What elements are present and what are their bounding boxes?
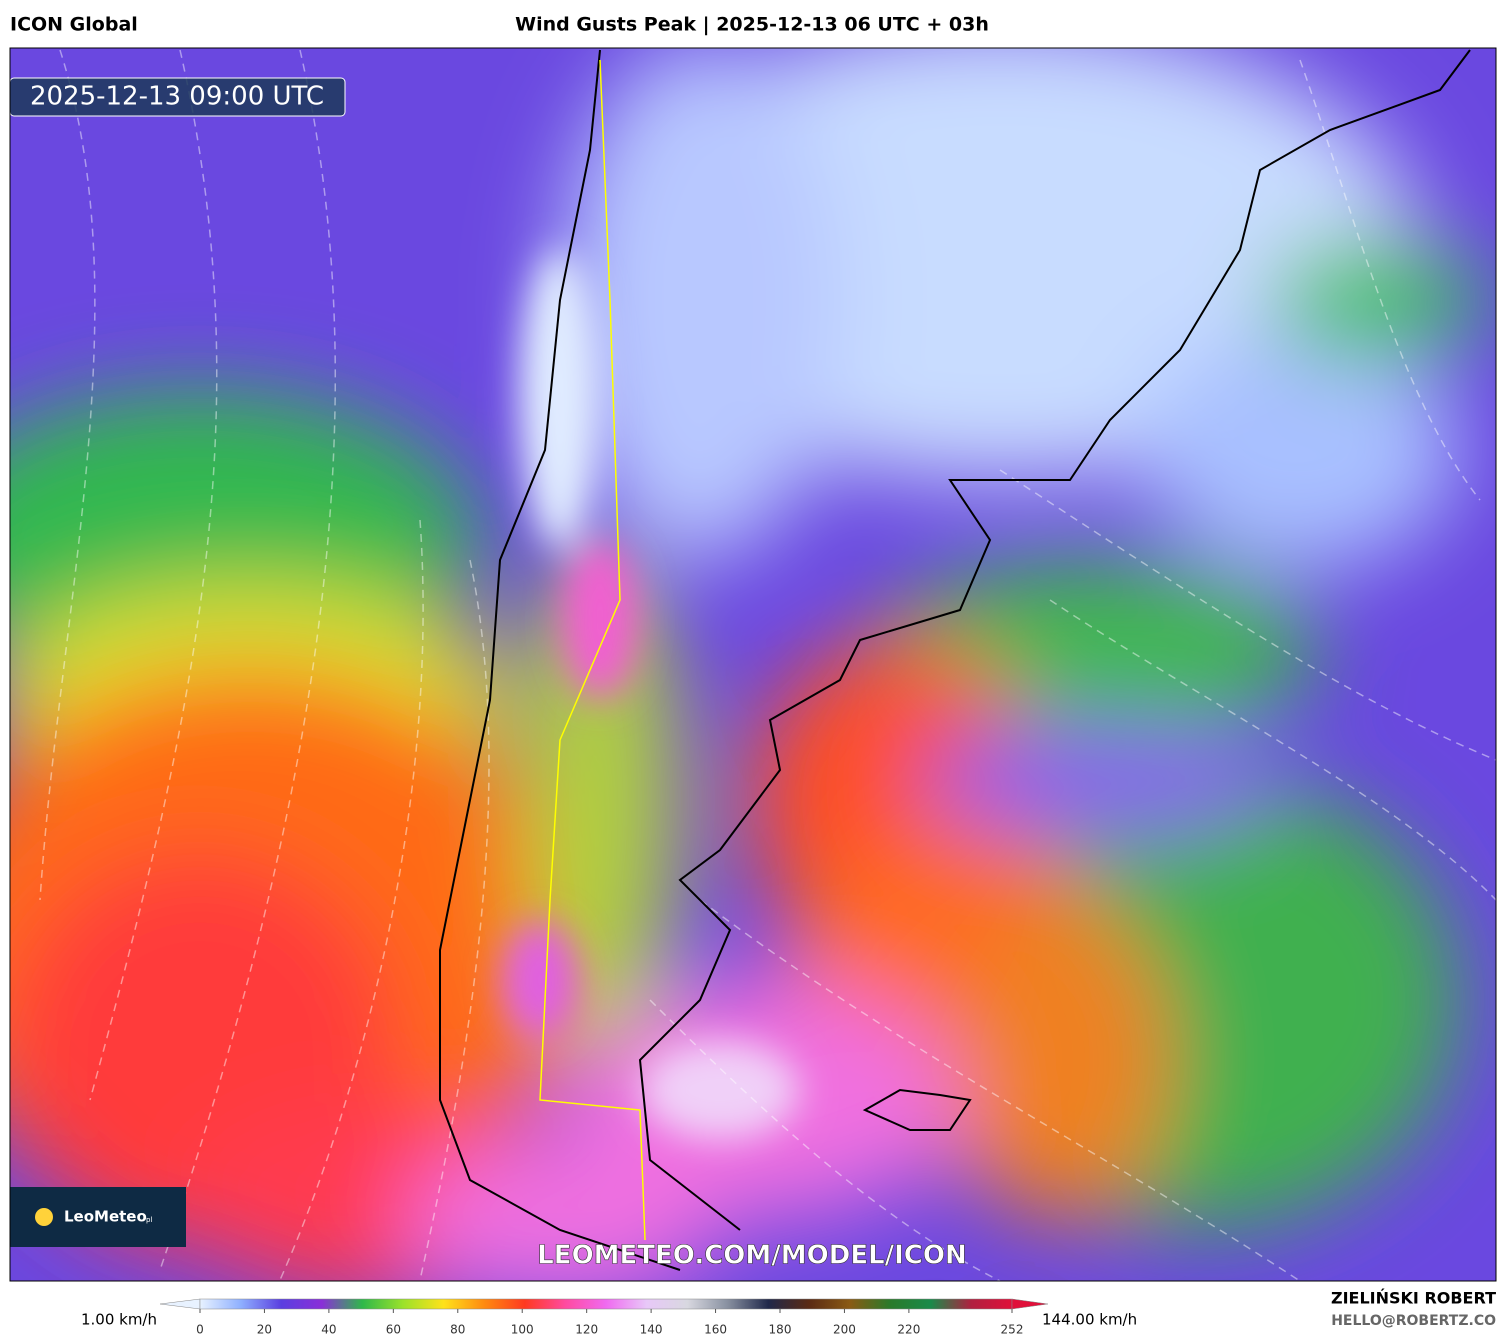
author: ZIELIŃSKI ROBERT xyxy=(1331,1289,1496,1308)
logo-suffix: pl xyxy=(146,1216,152,1224)
falklands xyxy=(862,1088,972,1131)
border xyxy=(539,59,646,1241)
colorbar-over-arrow xyxy=(1011,1298,1049,1310)
colorbar-tick-label: 100 xyxy=(511,1323,534,1337)
logo-text: LeoMeteo xyxy=(64,1208,147,1226)
valid-time: 2025-12-13 09:00 UTC xyxy=(30,82,324,112)
wind-field-detail xyxy=(500,250,800,1140)
colorbar-under-arrow xyxy=(159,1298,201,1310)
isobars xyxy=(39,49,1496,1281)
colorbar-tick-label: 160 xyxy=(704,1323,727,1337)
colorbar-tick-label: 60 xyxy=(386,1323,401,1337)
colorbar-tick-label: 120 xyxy=(575,1323,598,1337)
colorbar-fill xyxy=(199,1298,1013,1310)
contact: HELLO@ROBERTZ.CO xyxy=(1331,1313,1496,1329)
wind-field xyxy=(10,48,1490,1281)
colorbar-tick-label: 220 xyxy=(897,1323,920,1337)
colorbar-tick-label: 0 xyxy=(196,1323,204,1337)
colorbar-tick-label: 200 xyxy=(833,1323,856,1337)
map-title: Wind Gusts Peak | 2025-12-13 06 UTC + 03… xyxy=(515,14,989,36)
colorbar-tick-label: 80 xyxy=(450,1323,465,1337)
time-box xyxy=(10,77,346,117)
colorbar-tick-label: 40 xyxy=(321,1323,336,1337)
model-name: ICON Global xyxy=(10,14,138,36)
east-coast xyxy=(638,49,1471,1231)
west-coast xyxy=(439,49,681,1271)
colorbar-tick-label: 20 xyxy=(257,1323,272,1337)
colorbar-min-label: 1.00 km/h xyxy=(81,1311,157,1329)
colorbar: 1.00 km/h 144.00 km/h 0 20 40 60 80 100 120 140… xyxy=(81,1298,1137,1337)
colorbar-max-label: 144.00 km/h xyxy=(1042,1311,1137,1329)
logo-sun xyxy=(35,1208,53,1226)
colorbar-tick-label: 180 xyxy=(769,1323,792,1337)
map: 2025-12-13 09:00 UTC LeoMeteo pl LEOMETE… xyxy=(10,48,1496,1281)
map-frame xyxy=(9,47,1497,1282)
colorbar-tick-label: 140 xyxy=(640,1323,663,1337)
watermark: LEOMETEO.COM/MODEL/ICON xyxy=(537,1241,967,1271)
colorbar-tick-label: 252 xyxy=(1001,1323,1024,1337)
